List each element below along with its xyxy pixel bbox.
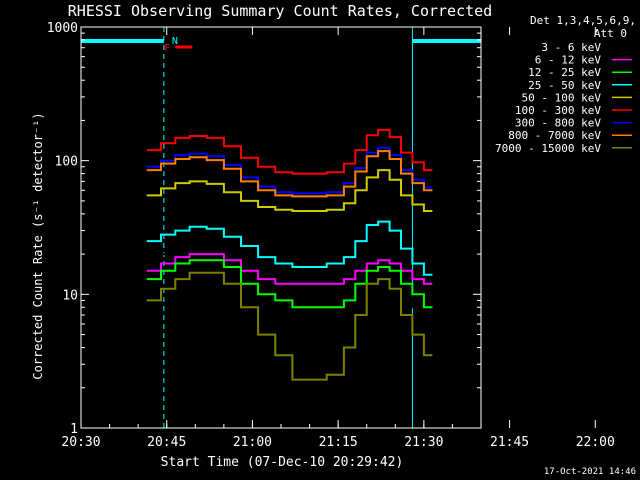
x-tick-label: 20:45	[147, 435, 186, 450]
legend-label: 25 - 50 keV	[528, 79, 601, 92]
series-lines	[146, 128, 433, 381]
series-line	[146, 146, 433, 195]
legend-label: 7000 - 15000 keV	[495, 142, 601, 155]
legend-label: 3 - 6 keV	[541, 41, 601, 54]
x-tick-label: 21:15	[319, 435, 358, 450]
series-line	[146, 150, 433, 198]
flag-label: F	[164, 43, 170, 54]
y-tick-label: 100	[55, 155, 78, 170]
legend-header: Att 0	[594, 27, 627, 40]
generation-timestamp: 17-Oct-2021 14:46	[544, 467, 636, 477]
x-tick-label: 22:00	[576, 435, 615, 450]
x-tick-label: 21:30	[404, 435, 443, 450]
plot-axes: 20:30 20:45 21:00 21:15 21:30 21:45 22:00 1 10 10…	[47, 21, 615, 450]
series-line	[146, 220, 433, 276]
time-marks	[80, 27, 482, 428]
legend-label: 300 - 800 keV	[515, 117, 601, 130]
y-tick-label: 1	[70, 422, 78, 437]
legend-label: 100 - 300 keV	[515, 104, 601, 117]
y-tick-label: 10	[62, 288, 78, 303]
series-line	[146, 169, 433, 212]
chart-title: RHESSI Observing Summary Count Rates, Co…	[68, 2, 492, 20]
x-axis-label: Start Time (07-Dec-10 20:29:42)	[161, 455, 404, 470]
series-line	[146, 271, 433, 381]
legend-label: 50 - 100 keV	[522, 91, 602, 104]
flag-label: N	[172, 36, 178, 47]
series-line	[146, 128, 433, 175]
attenuator-flags: NF	[164, 36, 193, 54]
legend-label: 12 - 25 keV	[528, 66, 601, 79]
legend-label: 800 - 7000 keV	[508, 129, 601, 142]
series-line	[146, 259, 433, 309]
legend-label: 6 - 12 keV	[535, 54, 602, 67]
legend-header: Det 1,3,4,5,6,9,	[530, 14, 636, 27]
y-tick-label: 1000	[47, 21, 78, 36]
plot-frame	[80, 26, 482, 429]
x-tick-label: 21:45	[490, 435, 529, 450]
x-tick-label: 20:30	[61, 435, 100, 450]
x-tick-label: 21:00	[233, 435, 272, 450]
y-axis-label: Corrected Count Rate (s⁻¹ detector⁻¹)	[31, 112, 45, 379]
series-line	[146, 253, 433, 285]
